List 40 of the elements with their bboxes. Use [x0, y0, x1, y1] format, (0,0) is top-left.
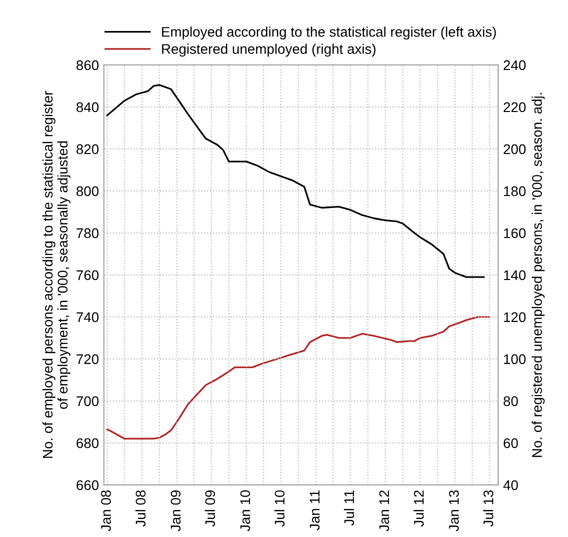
x-tick-label: Jul 09 — [204, 490, 216, 527]
x-tick-label: Jul 13 — [483, 490, 494, 527]
x-tick-label: Jan 10 — [240, 490, 250, 532]
y2-tick-label: 220 — [504, 102, 526, 112]
line-series — [106, 84, 485, 278]
x-tick-label: Jan 11 — [310, 490, 320, 530]
x-tick-label: Jul 12 — [414, 490, 424, 527]
y2-tick-label: 80 — [504, 396, 518, 406]
x-tick-label: Jan 08 — [101, 490, 111, 532]
x-tick-label: Jul 11 — [344, 490, 354, 526]
y2-tick-label: 240 — [504, 60, 526, 70]
y-tick-label: 780 — [76, 228, 99, 238]
y-tick-label: 760 — [76, 270, 99, 280]
y-tick-label: 700 — [76, 396, 99, 406]
x-tick-label: Jan 09 — [170, 490, 181, 532]
y-tick-label: 820 — [76, 144, 99, 154]
y2-tick-label: 180 — [504, 186, 526, 196]
line-series — [106, 316, 490, 440]
y-tick-label: 660 — [76, 480, 99, 490]
y-axis-title: No. of employed persons according to the statistical register of employment, in '000, seasonally adjusted — [42, 91, 70, 458]
y2-tick-label: 100 — [504, 354, 526, 364]
y-tick-label: 800 — [76, 186, 99, 196]
x-tick-label: Jan 13 — [448, 490, 459, 532]
y2-tick-label: 40 — [503, 480, 518, 490]
y2-tick-label: 120 — [504, 312, 526, 322]
x-tick-label: Jul 08 — [135, 490, 146, 527]
y-tick-label: 740 — [76, 312, 99, 322]
y2-axis-title: No. of registered unemployed persons, in '000, season. adj. — [532, 93, 545, 457]
y-tick-label: 860 — [76, 60, 99, 70]
y-tick-label: 720 — [76, 354, 99, 364]
y2-tick-label: 60 — [504, 438, 518, 448]
legend-label: Employed according to the statistical register (left axis) — [162, 26, 496, 40]
x-tick-label: Jul 10 — [274, 490, 285, 527]
legend-label: Registered unemployed (right axis) — [162, 44, 376, 57]
y-tick-label: 680 — [76, 438, 99, 448]
y2-tick-label: 140 — [504, 270, 526, 280]
y-tick-label: 840 — [76, 102, 99, 112]
y2-tick-label: 200 — [504, 144, 526, 154]
y2-tick-label: 160 — [504, 228, 526, 238]
x-tick-label: Jan 12 — [379, 490, 390, 532]
